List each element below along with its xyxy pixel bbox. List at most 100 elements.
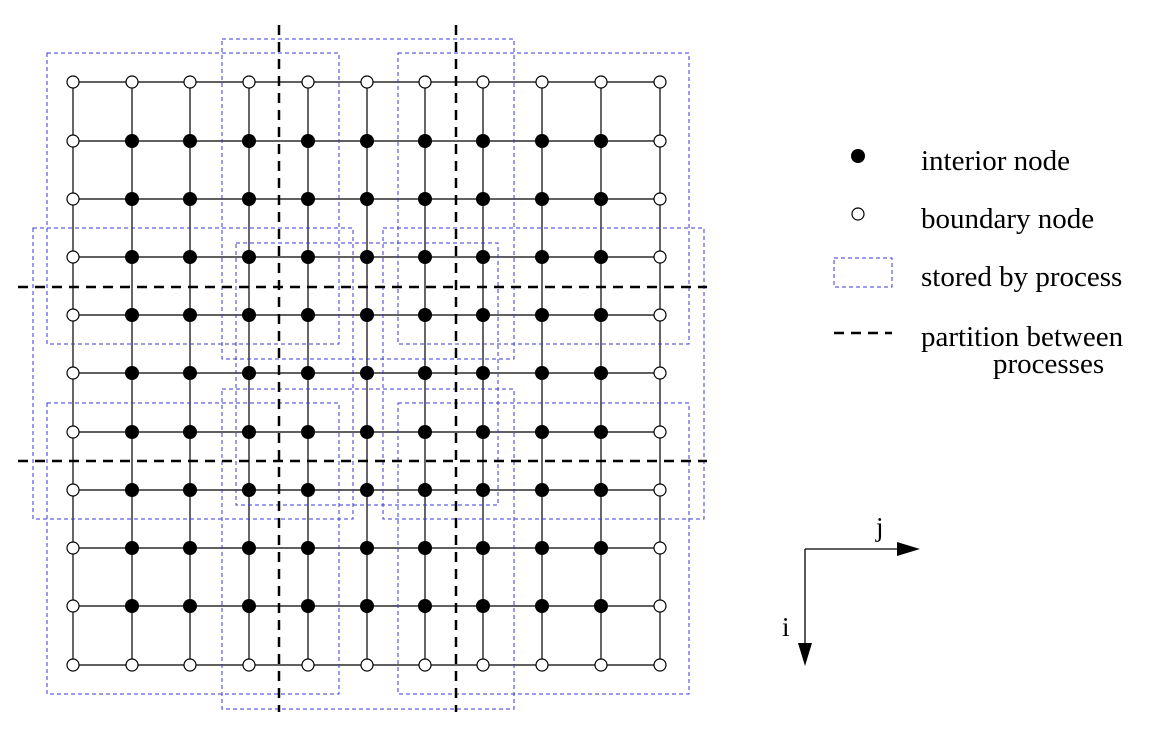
interior-node [183,192,197,206]
i-axis-label: i [782,612,790,642]
interior-node [183,541,197,555]
boundary-node [66,483,80,497]
interior-node [594,541,608,555]
stored-by-process-box [221,38,515,360]
interior-node [360,425,374,439]
interior-node [594,599,608,613]
stored-by-process-box [382,227,705,520]
stored-by-process-box [32,227,354,520]
boundary-node [66,134,80,148]
stored-by-process-box [397,52,690,345]
legend-stored-box-icon [833,257,893,288]
boundary-node [653,425,667,439]
boundary-node [418,75,432,89]
interior-node [301,308,315,322]
interior-node [418,366,432,380]
interior-node [476,599,490,613]
interior-node [535,134,549,148]
interior-node [301,599,315,613]
boundary-node [476,658,490,672]
interior-node [418,250,432,264]
interior-node [476,425,490,439]
boundary-node [360,75,374,89]
interior-node [535,483,549,497]
interior-node [183,425,197,439]
stored-by-process-box [46,52,340,345]
interior-node [360,250,374,264]
interior-node [360,134,374,148]
j-axis-label: j [875,512,884,542]
interior-node [125,134,139,148]
boundary-node [242,658,256,672]
interior-node [418,483,432,497]
boundary-node [301,658,315,672]
interior-node [242,250,256,264]
interior-node [125,541,139,555]
interior-node [242,483,256,497]
interior-node [594,192,608,206]
interior-node [301,541,315,555]
boundary-node [66,192,80,206]
partition-lines [18,25,707,712]
j-arrowhead-icon [897,542,920,556]
interior-node [301,425,315,439]
boundary-node [535,658,549,672]
interior-node [535,250,549,264]
boundary-node [66,308,80,322]
interior-node [301,192,315,206]
boundary-node [653,192,667,206]
boundary-node [653,308,667,322]
interior-node [360,366,374,380]
interior-node [183,483,197,497]
interior-node [594,250,608,264]
interior-node [183,599,197,613]
boundary-node [125,658,139,672]
interior-node [418,541,432,555]
stored-by-process-box [46,402,340,695]
interior-node [242,308,256,322]
interior-node [418,192,432,206]
interior-node [242,134,256,148]
interior-node [594,308,608,322]
stored-by-process-box [221,388,515,710]
interior-node [183,366,197,380]
interior-node [535,192,549,206]
interior-node [125,366,139,380]
interior-node [476,483,490,497]
interior-node [242,192,256,206]
legend-partition-label-line2: processes [993,348,1104,380]
interior-node [125,250,139,264]
boundary-node [360,658,374,672]
interior-node [418,599,432,613]
interior-node [360,192,374,206]
grid-nodes [66,75,667,672]
interior-node [476,366,490,380]
boundary-node [301,75,315,89]
legend: interior node boundary node stored by pr… [833,145,1124,380]
boundary-node [653,658,667,672]
boundary-node [66,658,80,672]
interior-node [242,599,256,613]
interior-node [360,599,374,613]
boundary-node [535,75,549,89]
interior-node [183,134,197,148]
index-axes: j i [782,512,920,666]
boundary-node [242,75,256,89]
stored-by-process-regions [32,38,705,710]
interior-node [418,134,432,148]
legend-interior-label: interior node [921,145,1070,177]
interior-node [125,599,139,613]
interior-node [594,483,608,497]
boundary-node [66,541,80,555]
boundary-node [594,75,608,89]
interior-node [535,541,549,555]
boundary-node [418,658,432,672]
boundary-node [66,425,80,439]
interior-node [125,308,139,322]
legend-partition-label-line1: partition between [921,321,1124,353]
interior-node [125,425,139,439]
interior-node [476,308,490,322]
boundary-node [653,75,667,89]
stored-by-process-box [397,402,690,695]
